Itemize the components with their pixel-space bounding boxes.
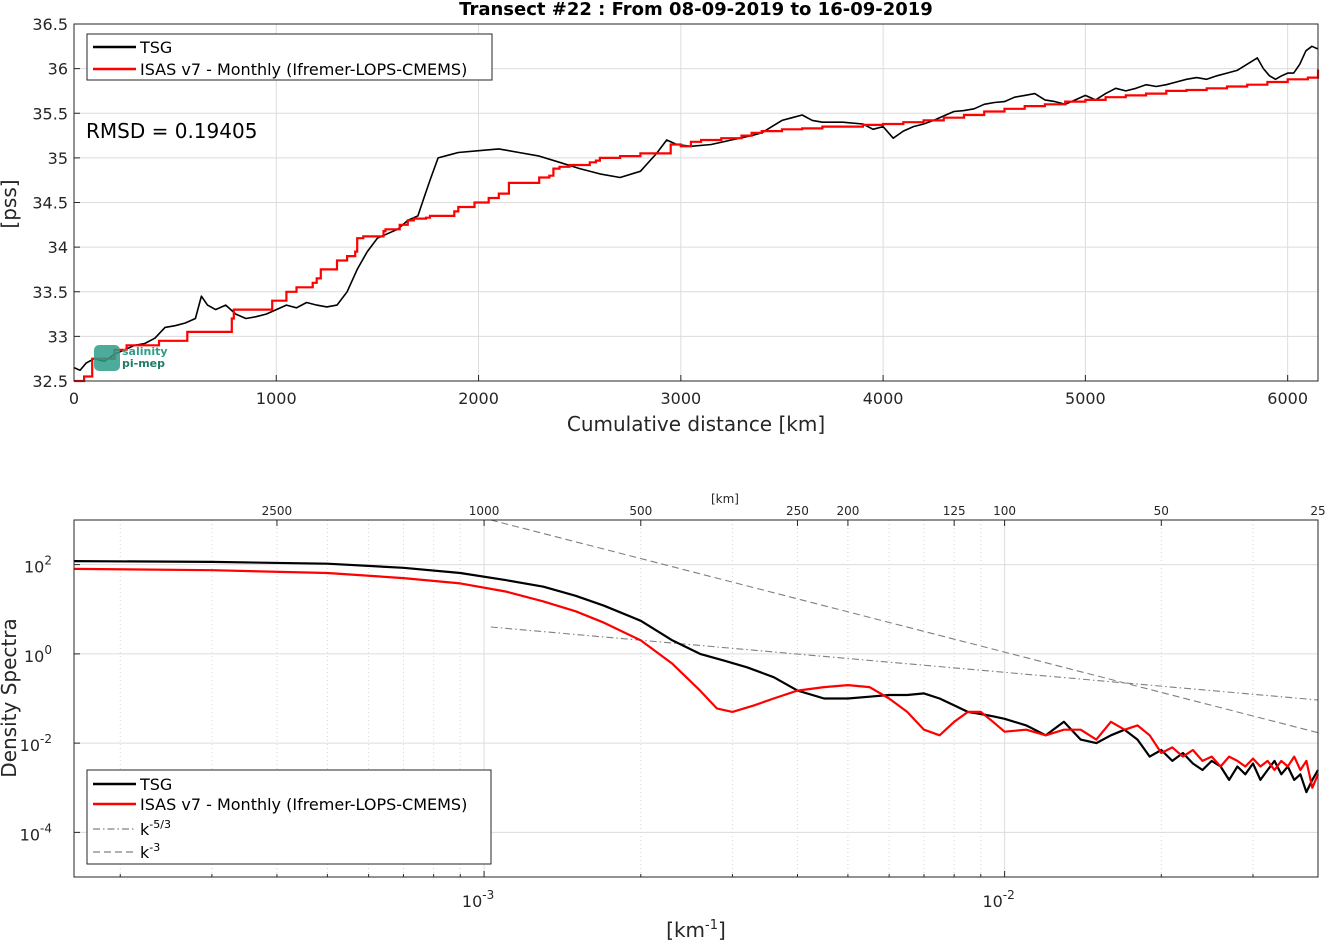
x-tick-label: 10-2 <box>982 888 1014 911</box>
tick-labels: 102 100 10-2 10-4 10-3 10-2 2500 1000 500 250 200 1… <box>20 504 1326 911</box>
y-tick-label: 100 <box>24 643 52 666</box>
chart-title: Transect #22 : From 08-09-2019 to 16-09-… <box>459 0 933 20</box>
y-tick-label: 36 <box>48 60 68 79</box>
x-tick-label: 4000 <box>863 389 904 408</box>
series-line-tsg <box>73 559 1319 794</box>
legend-label-isas: ISAS v7 - Monthly (Ifremer-LOPS-CMEMS) <box>140 60 467 79</box>
grid <box>73 23 1318 382</box>
y-tick-label: 36.5 <box>32 15 68 34</box>
y-tick-label: 34.5 <box>32 194 68 213</box>
series-line-tsg <box>73 45 1319 372</box>
top-tick-label: 500 <box>629 504 652 518</box>
top-tick-label: 250 <box>786 504 809 518</box>
x-tick-label: 3000 <box>660 389 701 408</box>
y-tick-label: 33.5 <box>32 283 68 302</box>
y-tick-label: 33 <box>48 327 68 346</box>
y-tick-label: 35 <box>48 149 68 168</box>
salinity-transect-chart: Transect #22 : From 08-09-2019 to 16-09-… <box>0 0 1320 436</box>
x-axis-label-close: ] <box>718 918 726 942</box>
series-line-isas <box>74 69 1320 383</box>
axes-box <box>73 23 1319 382</box>
x-axis-label: [km-1] <box>666 918 726 942</box>
legend-label-tsg: TSG <box>139 775 172 794</box>
y-tick-label: 10-4 <box>20 821 52 844</box>
y-tick-label: 34 <box>48 238 68 257</box>
y-tick-label: 35.5 <box>32 104 68 123</box>
top-tick-label: 25 <box>1310 504 1325 518</box>
y-axis-label: [pss] <box>0 179 21 228</box>
legend: TSG ISAS v7 - Monthly (Ifremer-LOPS-CMEM… <box>86 33 493 81</box>
legend-label-isas: ISAS v7 - Monthly (Ifremer-LOPS-CMEMS) <box>140 795 467 814</box>
legend-k3-exp: -3 <box>149 841 160 854</box>
rmsd-annotation: RMSD = 0.19405 <box>86 119 257 143</box>
series-line-k53 <box>490 626 1319 701</box>
x-axis-label: Cumulative distance [km] <box>567 412 825 436</box>
x-tick-label: 6000 <box>1267 389 1308 408</box>
x-tick-label: 10-3 <box>462 888 494 911</box>
axes-box <box>73 519 1319 878</box>
x-tick-label: 5000 <box>1065 389 1106 408</box>
x-tick-label: 2000 <box>458 389 499 408</box>
top-tick-label: 50 <box>1154 504 1169 518</box>
top-tick-label: 2500 <box>262 504 293 518</box>
legend-box <box>86 33 493 81</box>
y-tick-label: 32.5 <box>32 372 68 391</box>
grid <box>74 520 1319 877</box>
x-tick-label: 1000 <box>256 389 297 408</box>
legend-box <box>86 769 492 865</box>
logo-text-2: pi-mep <box>122 357 165 370</box>
logo-text-1: salinity <box>122 345 168 358</box>
tick-labels: 0 1000 2000 3000 4000 5000 6000 32.5 33 33.5 34 34.… <box>32 15 1308 408</box>
top-tick-label: 125 <box>943 504 966 518</box>
legend-label-tsg: TSG <box>139 38 172 57</box>
salinity-pi-mep-logo: salinity pi-mep <box>94 345 168 371</box>
legend: TSG ISAS v7 - Monthly (Ifremer-LOPS-CMEM… <box>86 769 492 865</box>
top-axis-label: [km] <box>711 492 739 506</box>
series-line-isas <box>73 567 1320 789</box>
top-tick-label: 100 <box>993 504 1016 518</box>
y-axis-label: Density Spectra <box>0 618 21 777</box>
density-spectra-chart: 102 100 10-2 10-4 10-3 10-2 2500 1000 500 250 200 1… <box>0 492 1326 942</box>
x-tick-label: 0 <box>69 389 79 408</box>
y-tick-label: 102 <box>24 554 52 577</box>
x-axis-label-exp: -1 <box>705 918 718 933</box>
series-group <box>73 519 1320 794</box>
top-tick-label: 200 <box>836 504 859 518</box>
logo-globe-icon <box>94 345 120 371</box>
legend-k53-exp: -5/3 <box>149 818 171 831</box>
top-tick-label: 1000 <box>469 504 500 518</box>
series-group <box>73 45 1320 383</box>
y-tick-label: 10-2 <box>20 732 52 755</box>
